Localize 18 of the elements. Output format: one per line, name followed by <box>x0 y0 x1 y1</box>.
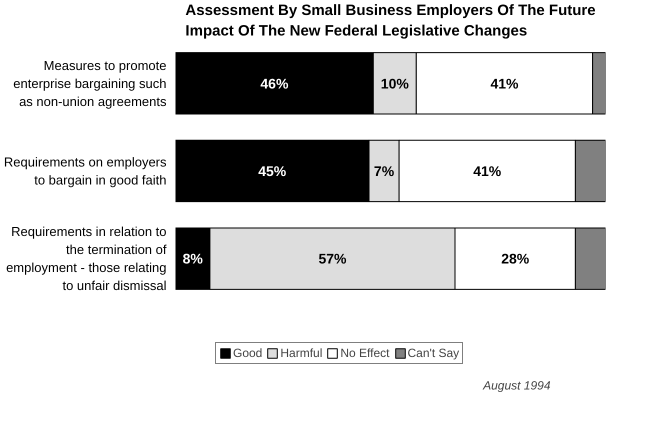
data-label: 7% <box>374 162 395 179</box>
chart-title: Assessment By Small Business Employers Of The Future Impact Of The New Federal Legislative Changes <box>185 2 596 40</box>
data-label: 41% <box>473 162 502 179</box>
data-label: 28% <box>501 250 530 267</box>
data-label: 57% <box>318 250 348 267</box>
text: August 1994 <box>482 378 551 392</box>
y-tick-label: Requirements on employers to bargain in good faith <box>4 154 167 188</box>
y-tick-label: Requirements in relation to the termination of employment - those relating to unfair dismissal <box>6 224 167 294</box>
legend-label: Can't Say <box>408 346 460 360</box>
data-label: 46% <box>260 75 289 92</box>
data-label: 8% <box>182 250 204 267</box>
data-label: 45% <box>258 162 287 179</box>
data-label: 10% <box>380 75 410 92</box>
legend-label: Good <box>233 346 262 360</box>
y-tick-label: Measures to promote enterprise bargaining such as non-union agreements <box>13 58 167 109</box>
legend-label: No Effect <box>340 346 390 360</box>
data-label: 41% <box>490 75 520 92</box>
legend-label: Harmful <box>280 346 322 360</box>
